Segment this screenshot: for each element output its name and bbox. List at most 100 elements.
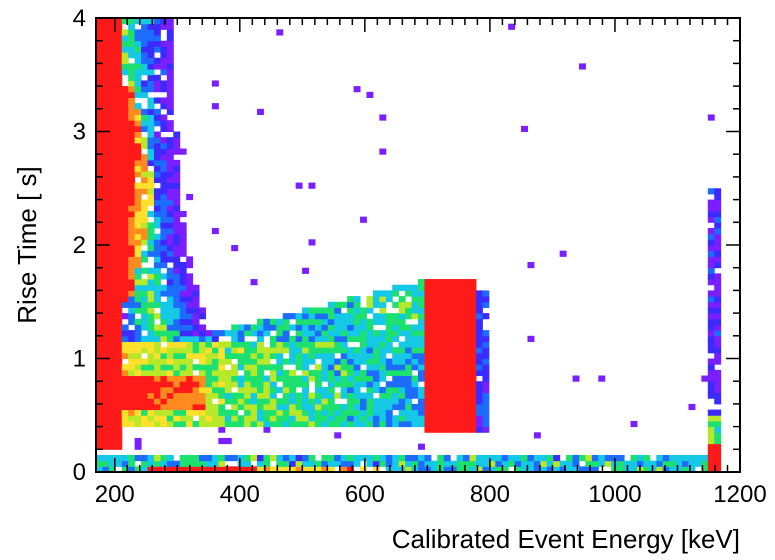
heatmap-cell xyxy=(418,330,425,337)
heatmap-cell xyxy=(340,392,348,399)
heatmap-cell xyxy=(166,409,174,416)
heatmap-cell xyxy=(411,296,419,303)
heatmap-cell xyxy=(160,466,168,473)
heatmap-cell xyxy=(392,466,400,473)
heatmap-cell xyxy=(102,364,110,371)
heatmap-cell xyxy=(108,57,116,64)
heatmap-cell xyxy=(211,364,219,371)
heatmap-cell xyxy=(437,318,445,325)
heatmap-cell xyxy=(244,352,252,359)
heatmap-cell xyxy=(405,341,413,348)
heatmap-cell xyxy=(244,403,252,411)
heatmap-cell xyxy=(173,250,181,257)
heatmap-cell xyxy=(179,386,187,394)
heatmap-cell xyxy=(443,301,451,308)
heatmap-cell xyxy=(707,420,715,428)
heatmap-cell xyxy=(96,137,103,144)
heatmap-cell xyxy=(340,454,348,462)
heatmap-cell xyxy=(340,369,348,377)
heatmap-cell xyxy=(334,364,342,371)
heatmap-cell xyxy=(102,296,110,303)
heatmap-cell xyxy=(372,330,380,337)
heatmap-cell xyxy=(160,335,168,342)
heatmap-cell xyxy=(166,256,174,263)
heatmap-cell xyxy=(121,120,129,127)
heatmap-cell xyxy=(714,330,722,337)
heatmap-cell xyxy=(153,415,161,422)
heatmap-cell xyxy=(263,415,271,422)
heatmap-cell xyxy=(192,392,200,399)
heatmap-cell xyxy=(302,460,310,467)
heatmap-cell xyxy=(121,420,129,428)
heatmap-cell xyxy=(353,420,361,428)
heatmap-cell xyxy=(418,290,425,297)
heatmap-cell xyxy=(289,409,297,416)
heatmap-cell xyxy=(128,245,136,252)
heatmap-cell xyxy=(153,63,161,70)
heatmap-cell xyxy=(244,415,252,422)
heatmap-cell xyxy=(128,193,136,201)
heatmap-cell xyxy=(102,40,110,47)
heatmap-cell xyxy=(147,386,155,394)
heatmap-cell xyxy=(437,454,445,462)
heatmap-cell xyxy=(147,296,155,303)
heatmap-cell xyxy=(463,381,471,388)
heatmap-cell xyxy=(714,290,722,297)
heatmap-cell xyxy=(398,284,406,291)
heatmap-cell xyxy=(186,460,194,467)
heatmap-cell xyxy=(141,23,149,30)
heatmap-cell xyxy=(147,86,155,93)
heatmap-cell xyxy=(173,375,181,382)
heatmap-cell xyxy=(121,171,129,178)
heatmap-cell xyxy=(327,313,335,320)
heatmap-cell xyxy=(527,262,535,269)
heatmap-cell xyxy=(418,313,425,320)
heatmap-cell xyxy=(102,347,110,354)
heatmap-cell xyxy=(166,74,174,81)
heatmap-cell xyxy=(714,256,722,263)
heatmap-cell xyxy=(147,80,155,87)
heatmap-cell xyxy=(218,341,226,348)
heatmap-cell xyxy=(179,227,187,235)
heatmap-cell xyxy=(160,171,168,178)
heatmap-cell xyxy=(166,375,174,382)
heatmap-cell xyxy=(186,358,194,365)
heatmap-cell xyxy=(128,29,136,36)
heatmap-cell xyxy=(630,420,638,428)
heatmap-cell xyxy=(630,460,638,467)
heatmap-cell xyxy=(308,454,316,462)
heatmap-cell xyxy=(108,279,116,286)
heatmap-cell xyxy=(463,330,471,337)
heatmap-cell xyxy=(166,154,174,161)
heatmap-cell xyxy=(714,301,722,308)
heatmap-cell xyxy=(379,409,387,416)
heatmap-cell xyxy=(450,375,458,382)
heatmap-cell xyxy=(675,460,683,467)
heatmap-cell xyxy=(321,403,329,411)
heatmap-cell xyxy=(450,426,458,433)
heatmap-cell xyxy=(714,437,722,445)
heatmap-cell xyxy=(153,279,161,286)
heatmap-cell xyxy=(302,369,310,377)
heatmap-cell xyxy=(295,403,303,411)
heatmap-cell xyxy=(385,347,393,354)
heatmap-cell xyxy=(108,426,116,433)
heatmap-cell xyxy=(418,409,425,416)
heatmap-cell xyxy=(418,358,425,365)
heatmap-cell xyxy=(443,364,451,371)
heatmap-cell xyxy=(147,245,155,252)
heatmap-cell xyxy=(501,466,509,473)
heatmap-cell xyxy=(456,347,464,354)
heatmap-cell xyxy=(211,103,219,110)
heatmap-cell xyxy=(199,454,206,462)
heatmap-cell xyxy=(514,466,522,473)
heatmap-cell xyxy=(96,318,103,325)
heatmap-cell xyxy=(108,415,116,422)
heatmap-cell xyxy=(360,216,367,223)
heatmap-cell xyxy=(121,131,129,138)
heatmap-cell xyxy=(630,466,638,473)
heatmap-cell xyxy=(398,330,406,337)
heatmap-cell xyxy=(166,341,174,348)
heatmap-cell xyxy=(121,460,129,467)
heatmap-cell xyxy=(463,307,471,314)
